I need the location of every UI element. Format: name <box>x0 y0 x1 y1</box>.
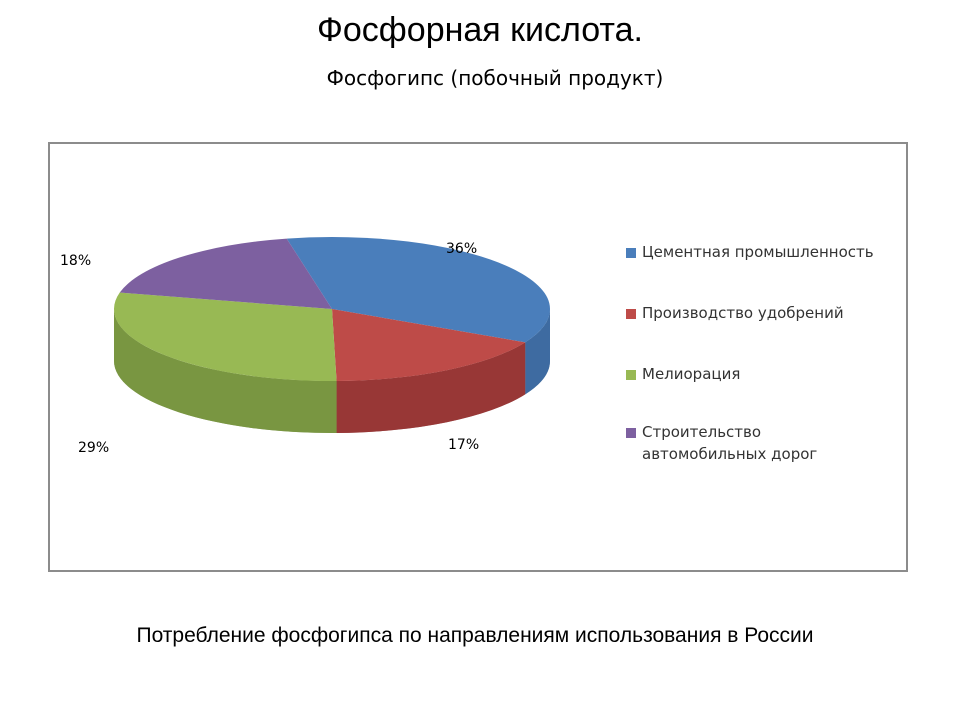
legend-label-cement: Цементная промышленность <box>642 243 874 261</box>
legend-swatch-fertilizer <box>626 309 636 319</box>
pie-slice-fertilizer <box>332 309 526 381</box>
pie-chart: 36% 17% 29% 18% Цементная промышленность Про… <box>60 237 874 463</box>
pie-side-highlight-cement <box>525 309 550 395</box>
slide-subtitle: Фосфогипс (побочный продукт) <box>326 66 664 90</box>
chart-caption: Потребление фосфогипса по направлениям и… <box>136 624 814 647</box>
legend-label-road-construction: Строительство автомобильных дорог <box>642 423 817 463</box>
data-label-cement: 36% <box>446 241 477 257</box>
legend-label-fertilizer: Производство удобрений <box>642 304 844 322</box>
slide-title: Фосфорная кислота. <box>317 11 643 49</box>
legend-swatch-cement <box>626 248 636 258</box>
pie-slice-road-construction <box>119 238 332 309</box>
legend-swatch-road-construction <box>626 428 636 438</box>
pie-slice-cement <box>286 237 550 343</box>
data-label-fertilizer: 17% <box>448 437 479 453</box>
legend-label-melioration: Мелиорация <box>642 365 740 383</box>
data-label-road-construction: 18% <box>60 253 91 269</box>
chart-frame: 36% 17% 29% 18% Цементная промышленность Про… <box>48 142 908 572</box>
pie-side-highlight-melioration <box>114 309 337 434</box>
pie-slice-melioration <box>113 292 337 381</box>
data-label-melioration: 29% <box>78 440 109 456</box>
legend-swatch-melioration <box>626 370 636 380</box>
pie-side-highlight-fertilizer <box>336 342 526 433</box>
